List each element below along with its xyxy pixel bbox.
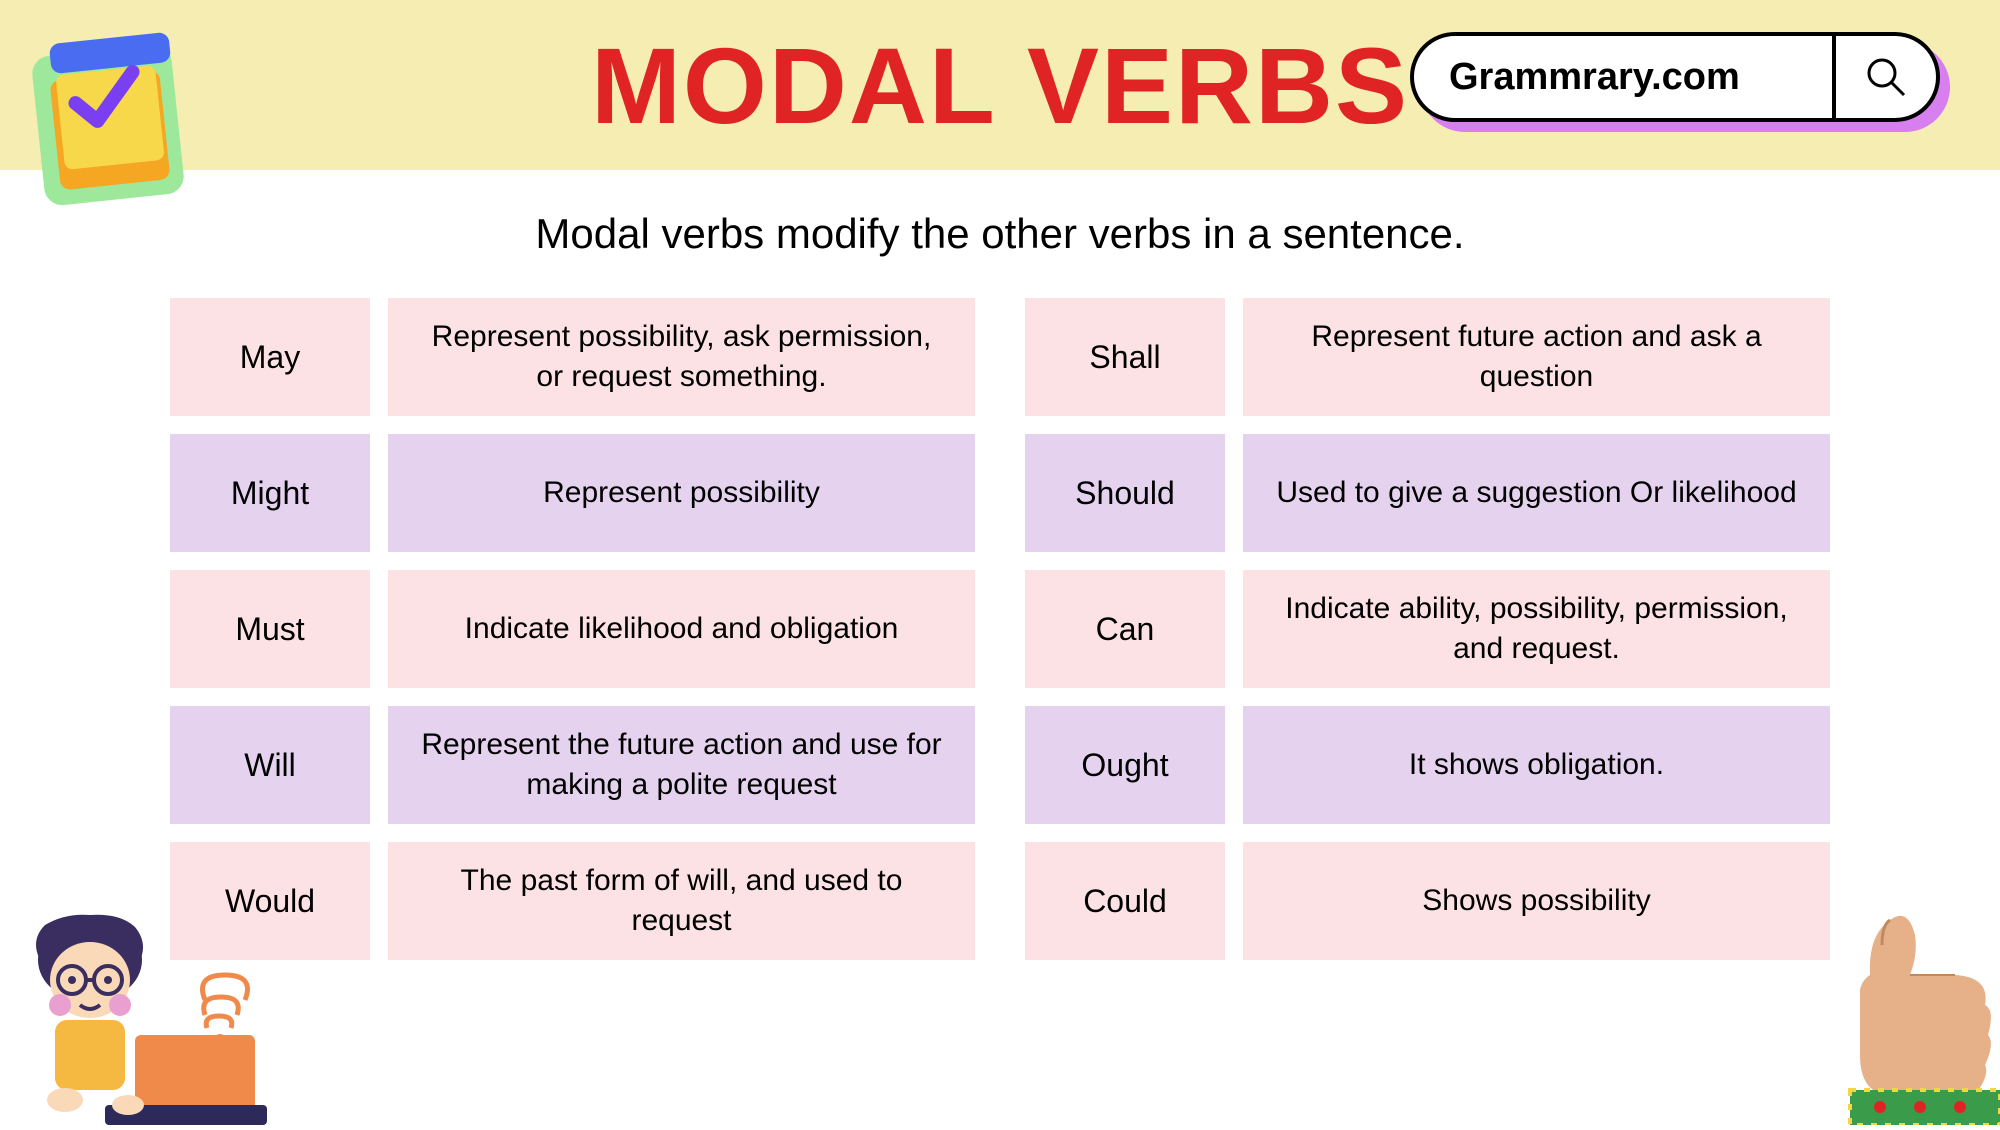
desc-cell: Represent the future action and use for … (388, 706, 975, 824)
desc-cell: Indicate likelihood and obligation (388, 570, 975, 688)
verb-cell: Will (170, 706, 370, 824)
desc-cell: Shows possibility (1243, 842, 1830, 960)
desc-cell: Represent possibility, ask permission, o… (388, 298, 975, 416)
desc-cell: Indicate ability, possibility, permissio… (1243, 570, 1830, 688)
table-row: Might Represent possibility (170, 434, 975, 552)
verb-cell: Should (1025, 434, 1225, 552)
verb-cell: Can (1025, 570, 1225, 688)
table-row: Shall Represent future action and ask a … (1025, 298, 1830, 416)
table-row: Ought It shows obligation. (1025, 706, 1830, 824)
desc-cell: The past form of will, and used to reque… (388, 842, 975, 960)
table-row: Should Used to give a suggestion Or like… (1025, 434, 1830, 552)
modal-verbs-table: May Represent possibility, ask permissio… (0, 298, 2000, 960)
kid-laptop-icon (10, 905, 270, 1125)
table-row: Can Indicate ability, possibility, permi… (1025, 570, 1830, 688)
verb-cell: May (170, 298, 370, 416)
subtitle: Modal verbs modify the other verbs in a … (0, 210, 2000, 258)
verb-cell: Must (170, 570, 370, 688)
page-title: MODAL VERBS (591, 23, 1409, 148)
desc-cell: Used to give a suggestion Or likelihood (1243, 434, 1830, 552)
desc-cell: It shows obligation. (1243, 706, 1830, 824)
desc-cell: Represent possibility (388, 434, 975, 552)
search-box[interactable]: Grammrary.com (1410, 32, 1940, 122)
right-column: Shall Represent future action and ask a … (1025, 298, 1830, 960)
clipboard-icon (20, 20, 200, 210)
search-icon[interactable] (1836, 55, 1936, 99)
desc-cell: Represent future action and ask a questi… (1243, 298, 1830, 416)
table-row: May Represent possibility, ask permissio… (170, 298, 975, 416)
table-row: Would The past form of will, and used to… (170, 842, 975, 960)
left-column: May Represent possibility, ask permissio… (170, 298, 975, 960)
verb-cell: Ought (1025, 706, 1225, 824)
table-row: Could Shows possibility (1025, 842, 1830, 960)
table-row: Will Represent the future action and use… (170, 706, 975, 824)
header-band: MODAL VERBS Grammrary.com (0, 0, 2000, 170)
verb-cell: Could (1025, 842, 1225, 960)
thumbs-up-icon (1790, 895, 2000, 1125)
verb-cell: Shall (1025, 298, 1225, 416)
site-name-label: Grammrary.com (1414, 56, 1832, 99)
verb-cell: Might (170, 434, 370, 552)
search-box-wrap: Grammrary.com (1410, 32, 1940, 122)
table-row: Must Indicate likelihood and obligation (170, 570, 975, 688)
